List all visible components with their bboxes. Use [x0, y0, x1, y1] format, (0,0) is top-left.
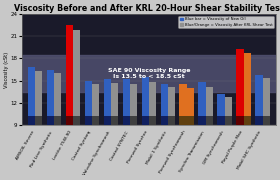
Bar [130, 84, 137, 116]
Bar [130, 116, 137, 125]
Bar [73, 116, 80, 125]
Bar [225, 116, 232, 125]
Bar [255, 116, 263, 125]
Bar [225, 97, 232, 116]
Bar [179, 116, 187, 125]
Bar [255, 75, 263, 116]
Bar [168, 87, 175, 116]
Bar [54, 73, 61, 116]
Bar [149, 116, 156, 125]
Bar [168, 116, 175, 125]
Bar [85, 116, 92, 125]
Bar [199, 82, 206, 116]
Bar [149, 82, 156, 116]
Bar [66, 25, 73, 116]
Bar [111, 83, 118, 116]
Bar [187, 88, 194, 116]
Bar [35, 116, 42, 125]
Bar [236, 49, 244, 116]
Bar [47, 70, 54, 116]
Bar [123, 116, 130, 125]
Bar [28, 67, 35, 116]
Bar [244, 116, 251, 125]
Bar [236, 116, 244, 125]
Bar [160, 84, 168, 116]
Bar [218, 94, 225, 116]
Bar [160, 116, 168, 125]
Bar [142, 77, 149, 116]
Bar [47, 116, 54, 125]
Bar [263, 116, 270, 125]
Bar [187, 116, 194, 125]
Text: SAE 90 Viscosity Range
Is 13.5 to < 18.5 cSt: SAE 90 Viscosity Range Is 13.5 to < 18.5… [108, 68, 190, 79]
Bar [244, 53, 251, 116]
Bar [92, 84, 99, 116]
Bar [54, 116, 61, 125]
Bar [92, 116, 99, 125]
Bar [179, 84, 187, 116]
Bar [104, 79, 111, 116]
Bar [263, 78, 270, 116]
Bar [104, 116, 111, 125]
Bar [28, 116, 35, 125]
Title: Viscosity Before and After KRL 20-Hour Shear Stability Test: Viscosity Before and After KRL 20-Hour S… [14, 4, 280, 13]
Bar [85, 81, 92, 116]
Bar [206, 87, 213, 116]
Bar [73, 30, 80, 116]
Bar [123, 79, 130, 116]
Bar [35, 71, 42, 116]
Bar [199, 116, 206, 125]
Legend: Blue bar = Viscosity of New Oil, Blue/Orange = Viscosity After KRL Shear Test: Blue bar = Viscosity of New Oil, Blue/Or… [178, 16, 274, 28]
Bar [206, 116, 213, 125]
Bar [66, 116, 73, 125]
Bar [142, 116, 149, 125]
Bar [218, 116, 225, 125]
Bar [111, 116, 118, 125]
Y-axis label: Viscosity (cSt): Viscosity (cSt) [4, 51, 9, 88]
Bar [22, 55, 276, 92]
